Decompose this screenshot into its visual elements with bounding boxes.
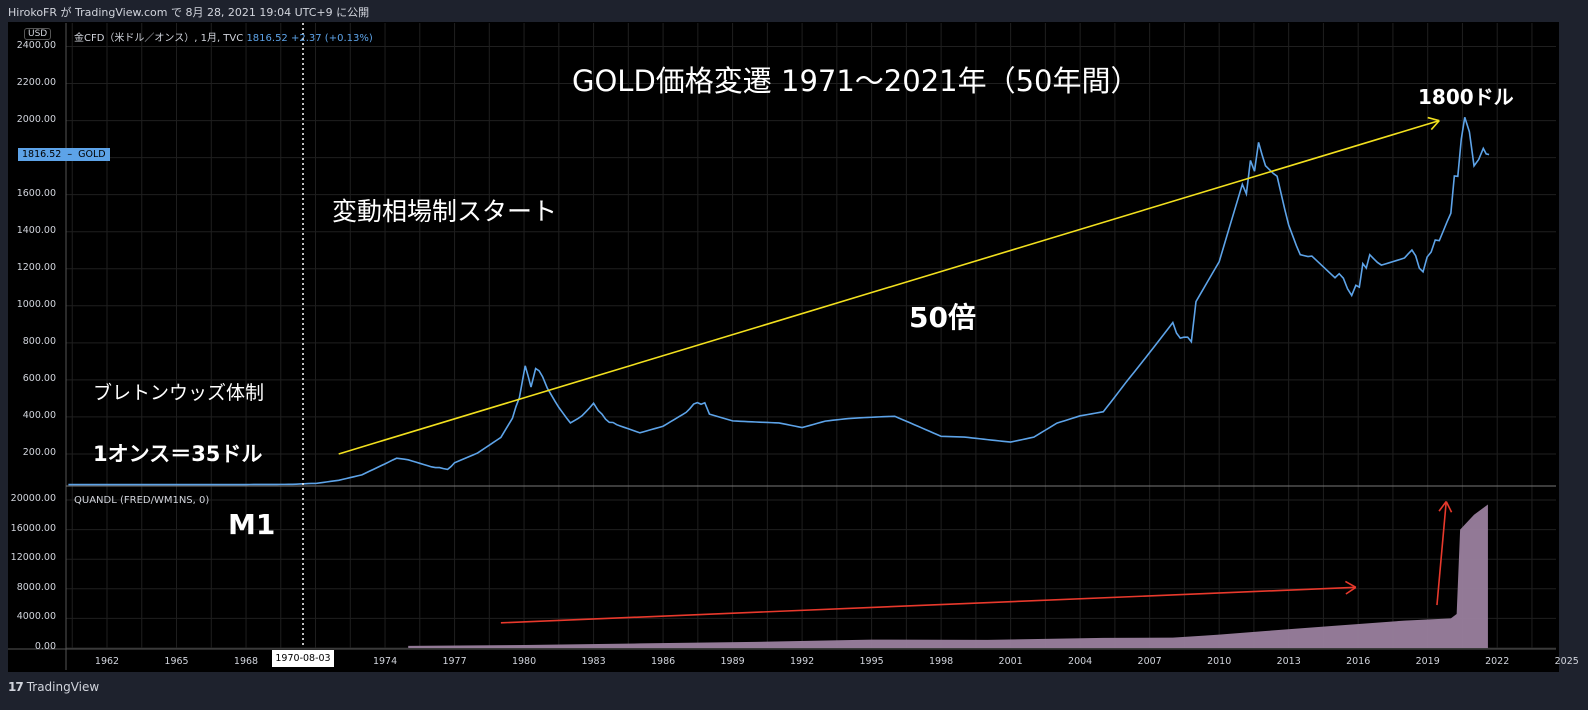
x-tick-label: 2007 [1137,656,1162,667]
y-tick-label: 1600.00 [16,187,56,199]
x-tick-label: 2025 [1554,656,1579,667]
y-tick-label: 400.00 [22,409,56,421]
legend-symbol: 金CFD（米ドル／オンス）, 1月, TVC [74,33,244,44]
x-tick-label: 1992 [790,656,815,667]
annotation-multiple[interactable]: 50倍 [909,301,976,334]
y-tick-label: 4000.00 [16,611,56,623]
m1-area-series [408,504,1488,648]
x-tick-label: 1989 [720,656,745,667]
annotation-target[interactable]: 1800ドル [1418,85,1514,109]
x-tick-label: 1977 [442,656,467,667]
x-tick-label: 1986 [650,656,676,667]
brand-name: TradingView [26,680,100,694]
y-tick-label: 0.00 [34,641,56,652]
x-tick-label: 1962 [94,656,120,667]
x-tick-label: 2019 [1415,656,1440,667]
y-tick-label: 12000.00 [10,552,56,564]
red-trend-arrow[interactable] [500,580,1357,624]
crosshair-date-label: 1970-08-03 [272,650,334,667]
x-tick-label: 1995 [859,656,884,667]
y-tick-label: 2200.00 [16,76,56,88]
price-tag-symbol: GOLD [78,149,106,160]
gold-price-line [68,116,1490,486]
chart-container[interactable] [8,22,1559,672]
x-tick-label: 2004 [1068,656,1093,667]
x-tick-label: 2013 [1276,656,1301,667]
x-tick-label: 1983 [581,656,606,667]
y-tick-label: 2400.00 [16,39,56,51]
x-tick-label: 2016 [1346,656,1371,667]
y-tick-label: 1000.00 [16,298,56,310]
y-tick-label: 800.00 [22,335,56,347]
x-tick-label: 1965 [164,656,189,667]
annotation-m1[interactable]: M1 [228,508,276,541]
annotation-bretton-woods[interactable]: ブレトンウッズ体制 [93,382,265,404]
x-tick-label: 1968 [233,656,259,667]
x-tick-label: 1998 [929,656,954,667]
y-tick-label: 1400.00 [16,224,56,236]
y-tick-label: 16000.00 [10,522,56,534]
y-tick-label: 2000.00 [16,113,56,125]
annotation-peg[interactable]: 1オンス＝35ドル [93,442,263,466]
publish-info: HirokoFR が TradingView.com で 8月 28, 2021… [8,6,370,19]
y-tick-label: 1200.00 [16,261,56,273]
y-tick-label: 600.00 [22,372,56,384]
yellow-trend-arrow[interactable] [338,116,1440,455]
price-tag-separator: – [64,149,76,160]
y-tick-label: 8000.00 [16,581,56,593]
x-tick-label: 2022 [1485,656,1510,667]
grid-lines [66,23,1556,649]
sub-legend[interactable]: QUANDL (FRED/WM1NS, 0) [74,495,210,506]
legend-change: +2.37 (+0.13%) [290,33,373,44]
annotation-float-start[interactable]: 変動相場制スタート [332,197,558,226]
last-price-tag: 1816.52 – GOLD [18,148,110,161]
y-tick-label: 20000.00 [10,493,56,504]
x-tick-label: 2001 [998,656,1023,667]
currency-badge[interactable]: USD [24,28,52,40]
tradingview-logo-icon: 17 [8,680,24,694]
y-tick-label: 200.00 [22,446,56,458]
annotation-title[interactable]: GOLD価格変遷 1971～2021年（50年間） [572,64,1140,98]
x-tick-label: 1980 [511,656,537,667]
x-tick-label: 1974 [372,656,398,667]
tradingview-branding[interactable]: 17 TradingView [8,680,99,694]
red-surge-arrow[interactable] [1436,501,1453,606]
price-tag-value: 1816.52 [22,149,62,160]
x-tick-label: 2010 [1207,656,1232,667]
main-legend[interactable]: 金CFD（米ドル／オンス）, 1月, TVC 1816.52 +2.37 (+0… [74,29,373,44]
legend-price: 1816.52 [246,33,288,44]
